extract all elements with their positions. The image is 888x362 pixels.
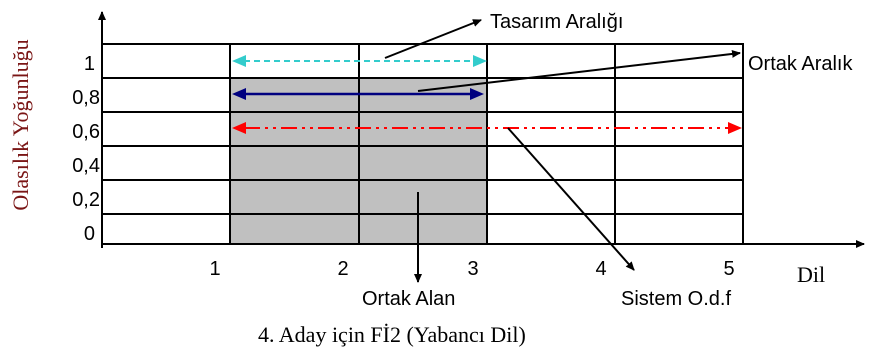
grid [101, 43, 744, 245]
x-tick-label: 3 [467, 258, 478, 280]
system-pdf-label: Sistem O.d.f [621, 288, 731, 310]
y-tick-labels: 1 0,8 0,6 0,4 0,2 0 [72, 53, 100, 245]
figure-caption: 4. Aday için Fİ2 (Yabancı Dil) [258, 322, 526, 347]
design-range-arrow [232, 55, 487, 67]
system-pdf-arrow [232, 122, 742, 134]
system-pdf-pointer [507, 127, 635, 271]
x-tick-label: 5 [723, 258, 734, 280]
common-range-label: Ortak Aralık [748, 53, 853, 75]
y-axis-label: Olasılık Yoğunluğu [8, 39, 33, 210]
y-tick-label: 0 [84, 223, 95, 245]
x-tick-label: 2 [337, 258, 348, 280]
design-range-label: Tasarım Aralığı [490, 11, 623, 33]
common-area-label: Ortak Alan [362, 288, 455, 310]
y-tick-label: 1 [84, 53, 95, 75]
design-range-pointer [384, 19, 482, 59]
x-tick-labels: 1 2 3 4 5 [209, 258, 734, 280]
y-tick-label: 0,6 [72, 121, 100, 143]
x-axis-label: Dil [797, 262, 825, 287]
x-tick-label: 4 [595, 258, 606, 280]
y-tick-label: 0,2 [72, 189, 100, 211]
common-range-arrow [232, 88, 484, 100]
common-range-pointer [417, 49, 741, 92]
x-tick-label: 1 [209, 258, 220, 280]
y-tick-label: 0,8 [72, 87, 100, 109]
y-tick-label: 0,4 [72, 155, 100, 177]
